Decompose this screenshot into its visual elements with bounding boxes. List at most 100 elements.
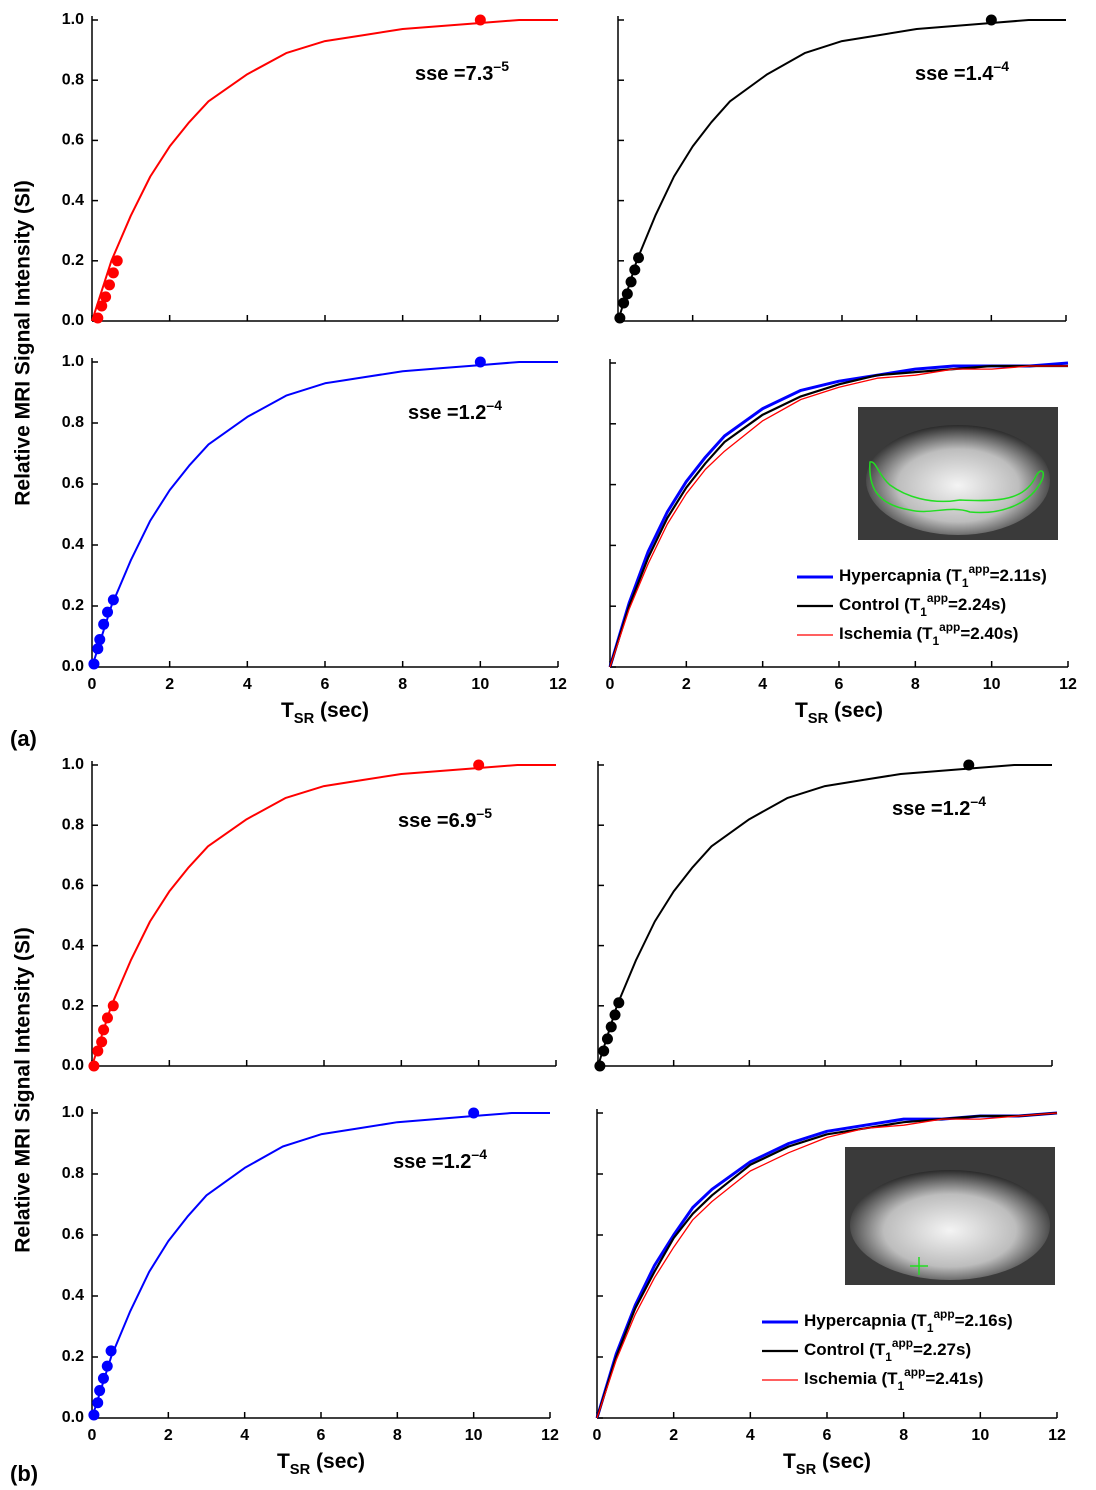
legend-label: Ischemia (T1app=2.41s) [804, 1365, 983, 1393]
legend-label: Control (T1app=2.24s) [839, 591, 1006, 619]
data-point [92, 1045, 104, 1057]
mri-inset-b [845, 1147, 1055, 1285]
data-point [103, 279, 115, 291]
y-tick-label: 0.8 [62, 816, 84, 833]
x-tick-label: 2 [669, 1427, 678, 1444]
y-tick-label: 0.6 [62, 132, 84, 149]
sse-annotation: sse =6.9–5 [398, 805, 492, 833]
legend-label: Ischemia (T1app=2.40s) [839, 620, 1018, 648]
legend-label: Hypercapnia (T1app=2.16s) [804, 1307, 1013, 1335]
x-tick-label: 4 [758, 676, 767, 693]
x-tick-label: 8 [911, 676, 920, 693]
curve [91, 1112, 550, 1419]
data-point [98, 618, 110, 630]
data-point [107, 1000, 119, 1012]
data-point [98, 1024, 110, 1036]
sse-text: sse =1.2 [393, 1151, 471, 1173]
x-tick-label: 12 [1048, 1427, 1066, 1444]
data-point [94, 634, 106, 646]
data-point [88, 1060, 100, 1072]
x-tick-label: 6 [321, 676, 330, 693]
x-tick-label: 4 [243, 676, 252, 693]
y-tick-label: 0.8 [62, 71, 84, 88]
data-point [111, 255, 123, 267]
x-tick-label: 8 [398, 676, 407, 693]
curve [91, 764, 556, 1067]
data-point [609, 1009, 621, 1021]
data-point [601, 1033, 613, 1045]
data-point [97, 1372, 109, 1384]
data-point [88, 658, 100, 670]
x-tick-label: 6 [823, 1427, 832, 1444]
sse-annotation: sse =1.4–4 [915, 58, 1009, 86]
data-point [605, 1021, 617, 1033]
curve [91, 361, 558, 668]
y-tick-label: 0.2 [62, 1348, 84, 1365]
x-tick-label: 2 [165, 676, 174, 693]
x-tick-label: 2 [164, 1427, 173, 1444]
x-tick-label: 12 [549, 676, 567, 693]
data-point [594, 1060, 606, 1072]
y-axis-label: Relative MRI Signal Intensity (SI) [12, 180, 35, 506]
sse-annotation: sse =1.2–4 [892, 793, 986, 821]
sse-text: sse =1.4 [915, 63, 994, 85]
data-point [614, 312, 626, 324]
data-point [474, 14, 486, 26]
data-point [105, 1345, 117, 1357]
sse-annotation: sse =1.2–4 [408, 397, 502, 425]
x-axis-label: TSR (sec) [277, 1450, 365, 1478]
legend-label: Control (T1app=2.27s) [804, 1336, 971, 1364]
y-tick-label: 0.8 [62, 414, 84, 431]
data-point [629, 264, 641, 276]
data-point [985, 14, 997, 26]
curve [609, 365, 1068, 668]
data-point [94, 1385, 106, 1397]
x-tick-label: 6 [835, 676, 844, 693]
x-tick-label: 4 [746, 1427, 755, 1444]
y-tick-label: 0.0 [62, 658, 84, 675]
figure-label: (a) [10, 726, 37, 751]
data-point [101, 1012, 113, 1024]
x-axis-label: TSR (sec) [281, 699, 369, 727]
y-tick-label: 1.0 [62, 756, 84, 773]
sse-exponent: –4 [970, 793, 986, 809]
x-tick-label: 12 [541, 1427, 559, 1444]
mri-inset-a [858, 407, 1058, 540]
y-tick-label: 0.0 [62, 312, 84, 329]
curve [595, 1111, 1058, 1419]
sse-text: sse =1.2 [892, 798, 970, 820]
data-point [102, 606, 114, 618]
data-point [473, 759, 485, 771]
sse-annotation: sse =1.2–4 [393, 1146, 487, 1174]
curve [597, 764, 1052, 1067]
x-tick-label: 6 [317, 1427, 326, 1444]
data-point [598, 1045, 610, 1057]
x-tick-label: 2 [682, 676, 691, 693]
y-tick-label: 0.4 [62, 1287, 84, 1304]
data-point [625, 276, 637, 288]
x-tick-label: 10 [971, 1427, 989, 1444]
x-tick-label: 10 [465, 1427, 483, 1444]
y-tick-label: 1.0 [62, 353, 84, 370]
curve [608, 361, 1069, 668]
sse-text: sse =6.9 [398, 810, 476, 832]
data-point [92, 1397, 104, 1409]
sse-text: sse =7.3 [415, 63, 493, 85]
x-axis-label: TSR (sec) [795, 699, 883, 727]
sse-exponent: –4 [993, 58, 1009, 74]
data-point [621, 288, 633, 300]
data-point [88, 1409, 100, 1421]
x-tick-label: 0 [88, 1427, 97, 1444]
data-point [107, 267, 119, 279]
x-tick-label: 10 [471, 676, 489, 693]
y-tick-label: 0.0 [62, 1057, 84, 1074]
x-tick-label: 0 [606, 676, 615, 693]
y-tick-label: 0.8 [62, 1165, 84, 1182]
sse-exponent: –4 [471, 1146, 487, 1162]
data-point [92, 312, 104, 324]
x-axis-label: TSR (sec) [783, 1450, 871, 1478]
y-tick-label: 1.0 [62, 11, 84, 28]
x-tick-label: 0 [593, 1427, 602, 1444]
data-point [474, 356, 486, 368]
